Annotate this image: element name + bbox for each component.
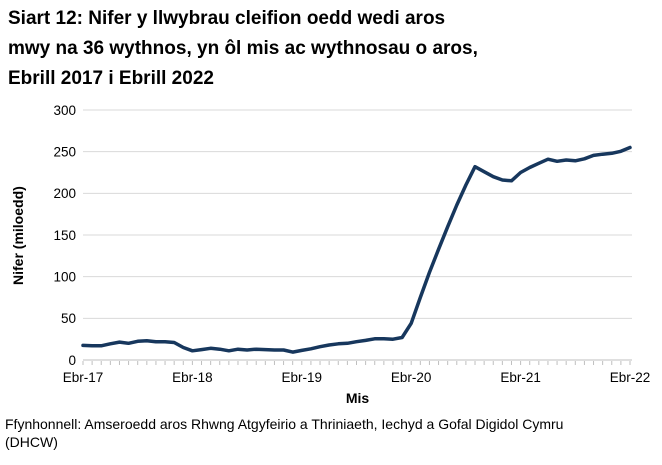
y-tick-label: 100 xyxy=(53,269,76,284)
x-tick-label: Ebr-22 xyxy=(610,370,651,385)
page-title-line-2: mwy na 36 wythnos, yn ôl mis ac wythnosa… xyxy=(8,38,478,59)
y-tick-label: 0 xyxy=(68,353,76,368)
source-note-line-1: Ffynhonnell: Amseroedd aros Rhwng Atgyfe… xyxy=(5,416,564,432)
line-chart-plot: 0 50 100 150 200 250 300 Ebr-17 Ebr-18 Ebr-19 Ebr-… xyxy=(53,103,651,385)
y-tick-label: 150 xyxy=(53,228,76,243)
x-tick-label: Ebr-17 xyxy=(63,370,104,385)
page-title-line-3: Ebrill 2017 i Ebrill 2022 xyxy=(8,68,214,89)
source-note: Ffynhonnell: Amseroedd aros Rhwng Atgyfe… xyxy=(5,415,660,451)
page-title-line-1: Siart 12: Nifer y llwybrau cleifion oedd… xyxy=(8,8,446,29)
x-tick-label: Ebr-21 xyxy=(500,370,541,385)
x-tick-label: Ebr-18 xyxy=(172,370,213,385)
page-title: Siart 12: Nifer y llwybrau cleifion oedd… xyxy=(8,4,608,94)
y-tick-label: 300 xyxy=(53,103,76,118)
y-tick-label: 200 xyxy=(53,186,76,201)
x-axis-title: Mis xyxy=(345,390,370,406)
source-note-line-2: (DHCW) xyxy=(5,434,58,450)
y-tick-label: 50 xyxy=(61,311,76,326)
x-tick-label: Ebr-19 xyxy=(282,370,323,385)
y-tick-label: 250 xyxy=(53,144,76,159)
trend-line xyxy=(81,145,632,354)
x-tick-label: Ebr-20 xyxy=(391,370,432,385)
